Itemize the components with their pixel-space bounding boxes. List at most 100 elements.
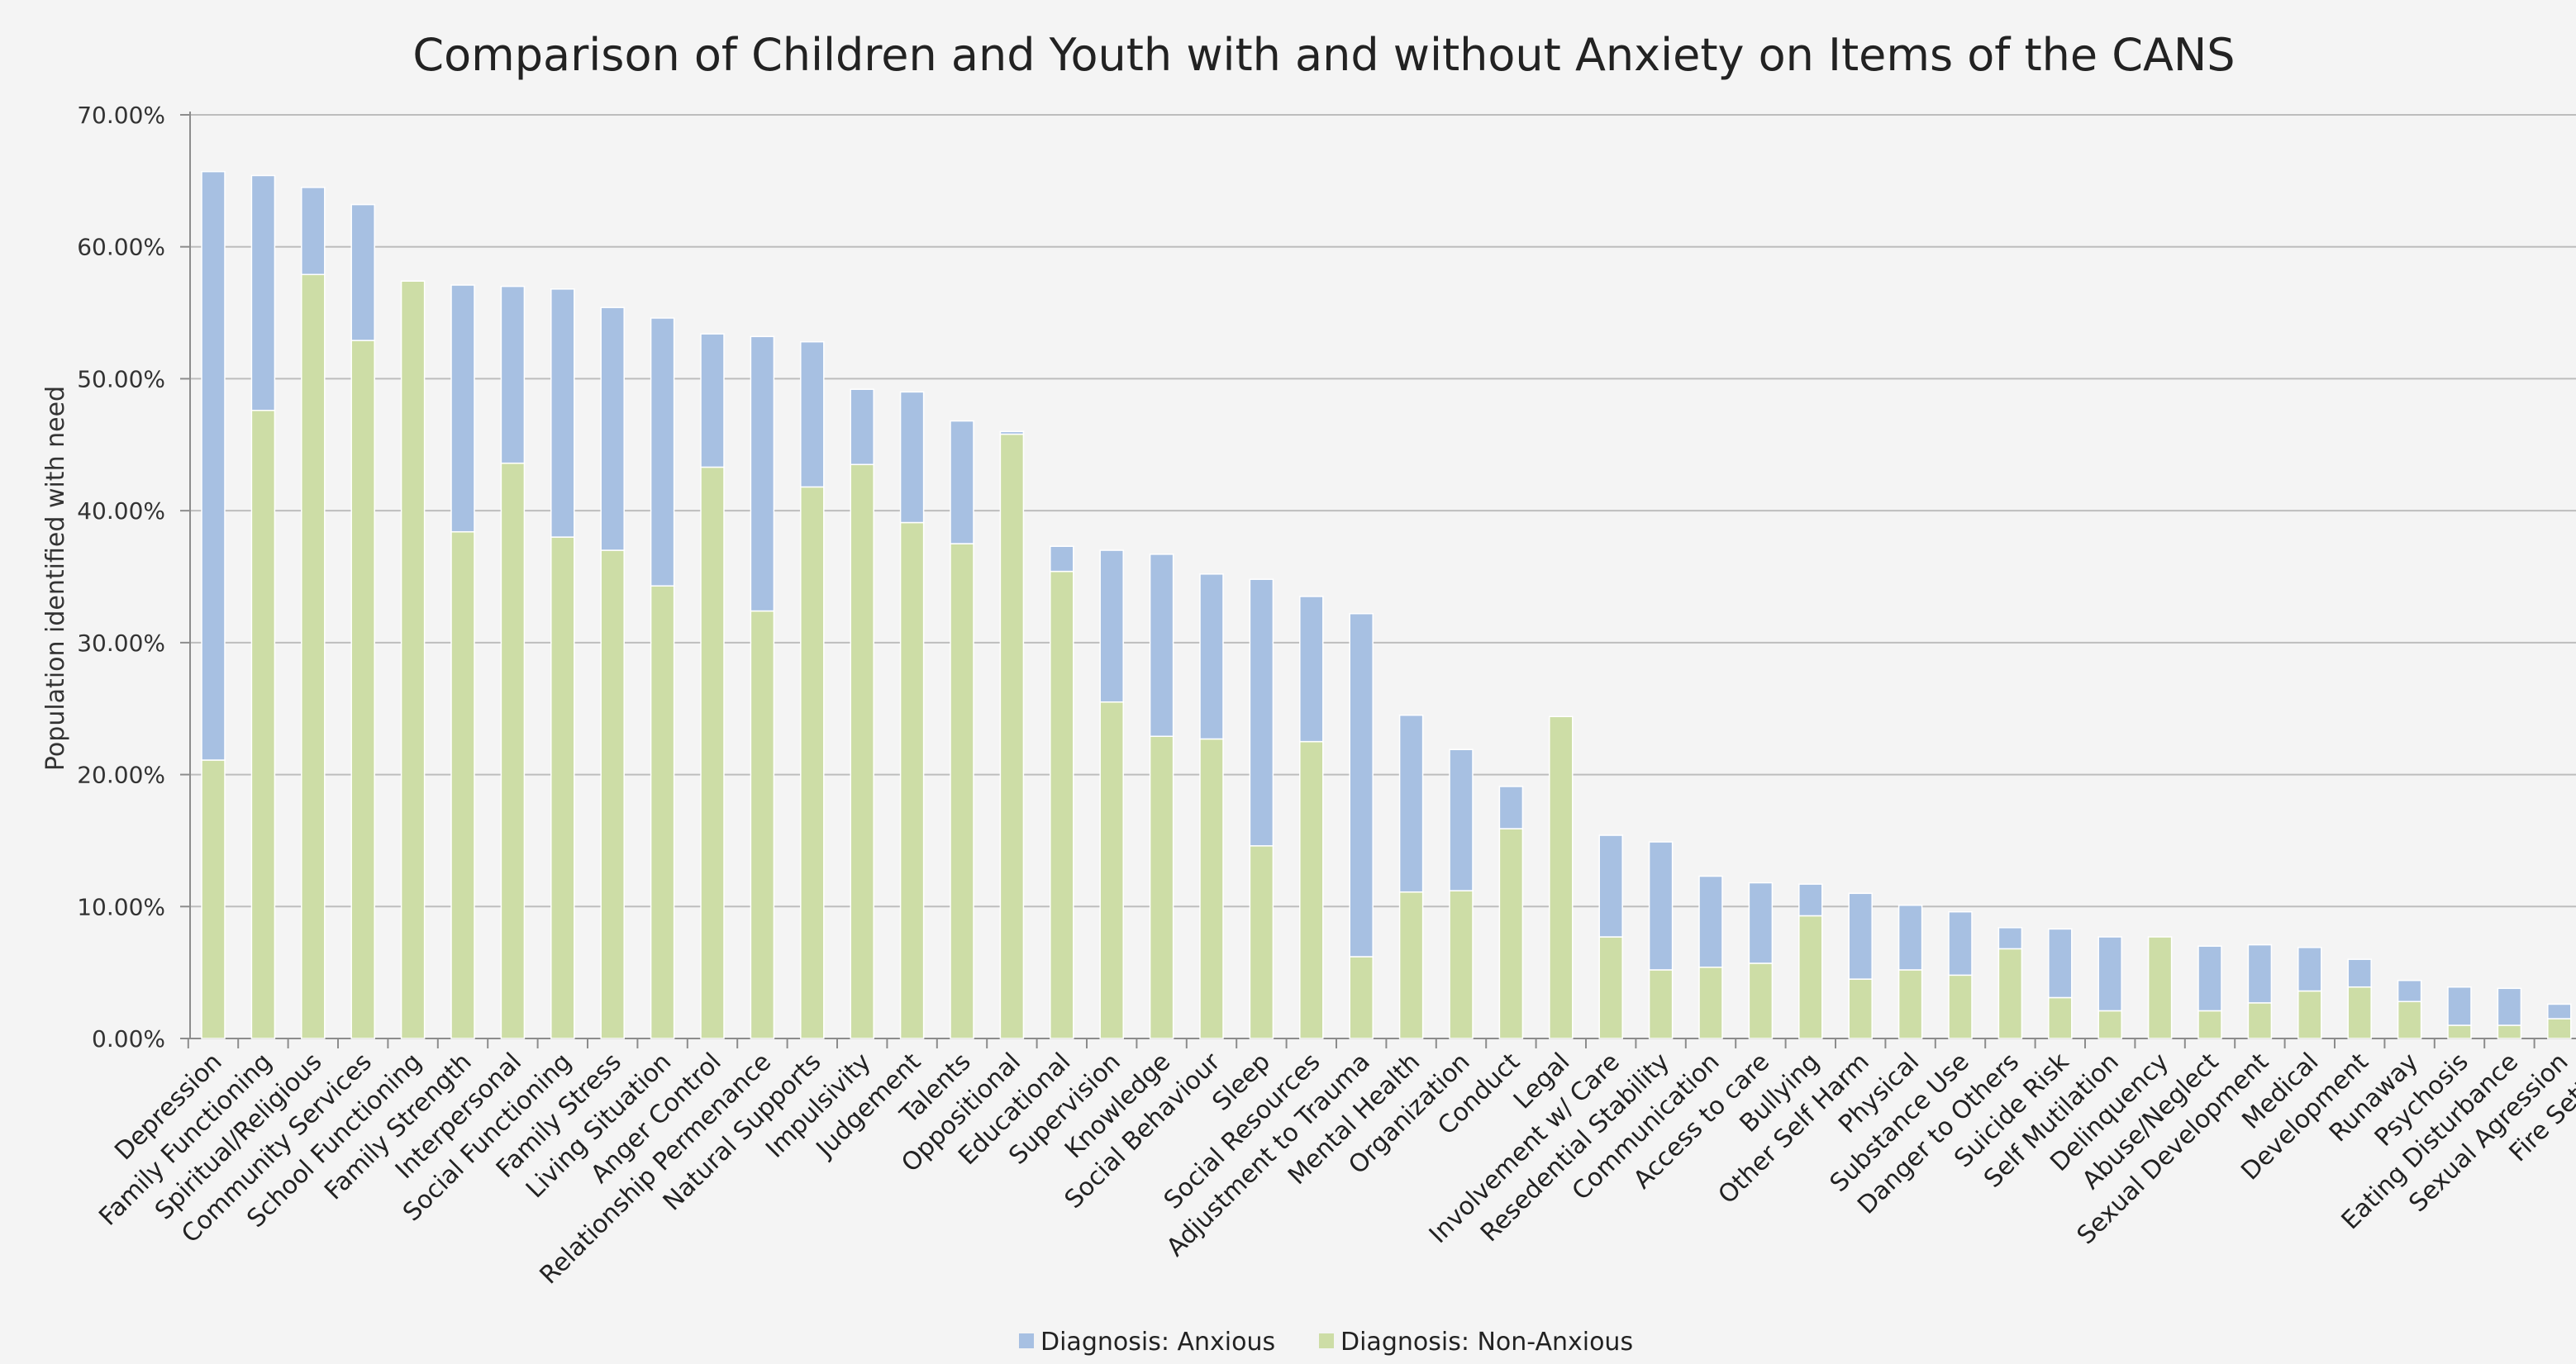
bar-anxious xyxy=(600,307,625,551)
bar-anxious xyxy=(2247,943,2273,1004)
bars xyxy=(201,170,2572,1039)
bar-non-anxious xyxy=(2547,1018,2572,1039)
bar-non-anxious xyxy=(500,462,526,1039)
legend: Diagnosis: Anxious Diagnosis: Non-Anxious xyxy=(1019,1328,1633,1357)
bar-anxious xyxy=(1149,554,1174,738)
bar-anxious xyxy=(1897,904,1923,971)
bar-anxious xyxy=(1948,910,1973,977)
bar-anxious xyxy=(2547,1003,2572,1019)
bar-non-anxious xyxy=(750,610,775,1039)
bar-anxious xyxy=(1299,596,1324,743)
bar-anxious xyxy=(1598,834,1623,938)
y-tick-label: 70.00% xyxy=(77,102,165,129)
bar-non-anxious xyxy=(2197,1010,2222,1039)
bar-anxious xyxy=(650,317,675,587)
bar-anxious xyxy=(750,335,775,612)
bar-non-anxious xyxy=(1897,969,1923,1039)
bar-anxious xyxy=(1648,841,1674,971)
y-tick-label: 60.00% xyxy=(77,234,165,261)
bar-non-anxious xyxy=(950,543,974,1039)
bar-anxious xyxy=(1398,714,1424,893)
bar-non-anxious xyxy=(1648,969,1674,1039)
bar-non-anxious xyxy=(1598,936,1623,1039)
chart-title: Comparison of Children and Youth with an… xyxy=(412,29,2235,81)
bar-non-anxious xyxy=(1050,570,1074,1039)
bar-anxious xyxy=(1349,612,1374,958)
bar-anxious xyxy=(1498,786,1524,829)
bar-anxious xyxy=(850,388,874,465)
bar-non-anxious xyxy=(1199,738,1224,1039)
axes: 0.00% 10.00% 20.00% 30.00% 40.00% 50.00% 60.00… xyxy=(77,102,2576,1053)
bar-non-anxious xyxy=(350,340,375,1039)
bar-non-anxious xyxy=(1997,948,2023,1039)
bar-anxious xyxy=(1050,545,1074,573)
bar-anxious xyxy=(1249,578,1274,847)
bar-non-anxious xyxy=(550,536,575,1039)
bar-anxious xyxy=(800,340,825,488)
bar-anxious xyxy=(899,391,925,524)
bar-anxious xyxy=(2097,936,2122,1012)
bar-non-anxious xyxy=(1398,891,1424,1039)
legend-label: Diagnosis: Anxious xyxy=(1040,1328,1275,1357)
bar-non-anxious xyxy=(1149,735,1174,1039)
bar-anxious xyxy=(450,284,475,533)
bar-non-anxious xyxy=(2097,1010,2122,1039)
y-tick-label: 20.00% xyxy=(77,762,165,789)
bar-anxious xyxy=(700,333,725,468)
bar-non-anxious xyxy=(2048,996,2073,1039)
bar-non-anxious xyxy=(301,273,326,1039)
bar-non-anxious xyxy=(600,549,625,1039)
bar-anxious xyxy=(250,174,276,411)
bar-anxious xyxy=(2497,987,2522,1026)
bar-anxious xyxy=(1997,927,2023,950)
bar-non-anxious xyxy=(1848,978,1873,1039)
bar-anxious xyxy=(301,187,326,276)
bar-anxious xyxy=(1099,549,1124,703)
bar-non-anxious xyxy=(2147,936,2173,1039)
bar-non-anxious xyxy=(2447,1024,2472,1039)
bar-non-anxious xyxy=(2347,986,2372,1039)
bar-non-anxious xyxy=(1449,890,1474,1039)
bar-anxious xyxy=(950,420,974,544)
bar-anxious xyxy=(1798,883,1823,917)
bar-anxious xyxy=(2197,945,2222,1012)
bar-non-anxious xyxy=(650,585,675,1039)
y-axis-title: Population identified with need xyxy=(41,386,70,771)
bar-non-anxious xyxy=(250,410,276,1039)
bar-anxious xyxy=(550,288,575,538)
bar-anxious xyxy=(1698,875,1723,968)
bar-non-anxious xyxy=(700,466,725,1039)
gridlines xyxy=(190,114,2576,908)
bar-anxious xyxy=(2347,958,2372,988)
y-tick-label: 10.00% xyxy=(77,893,165,920)
bar-non-anxious xyxy=(2497,1024,2522,1039)
legend-swatch xyxy=(1319,1333,1334,1348)
bar-non-anxious xyxy=(1099,701,1124,1039)
bar-non-anxious xyxy=(800,486,825,1039)
y-tick-label: 30.00% xyxy=(77,630,165,657)
bar-anxious xyxy=(1748,882,1774,964)
bar-non-anxious xyxy=(201,759,226,1039)
bar-non-anxious xyxy=(1249,845,1274,1039)
bar-anxious xyxy=(1199,573,1224,740)
bar-non-anxious xyxy=(1698,967,1723,1039)
bar-non-anxious xyxy=(1798,915,1823,1039)
bar-anxious xyxy=(999,430,1025,435)
bar-anxious xyxy=(2447,986,2472,1026)
bar-non-anxious xyxy=(1498,828,1524,1039)
bar-anxious xyxy=(2048,928,2073,999)
bar-non-anxious xyxy=(2397,1000,2422,1039)
bar-non-anxious xyxy=(450,530,475,1039)
y-tick-label: 0.00% xyxy=(92,1025,165,1053)
bar-anxious xyxy=(2397,979,2422,1003)
bar-anxious xyxy=(500,285,526,464)
bar-non-anxious xyxy=(850,463,874,1039)
bar-anxious xyxy=(1848,892,1873,980)
bar-non-anxious xyxy=(400,280,426,1039)
bar-non-anxious xyxy=(999,433,1025,1039)
bar-non-anxious xyxy=(2297,990,2322,1039)
bar-non-anxious xyxy=(1948,974,1973,1039)
